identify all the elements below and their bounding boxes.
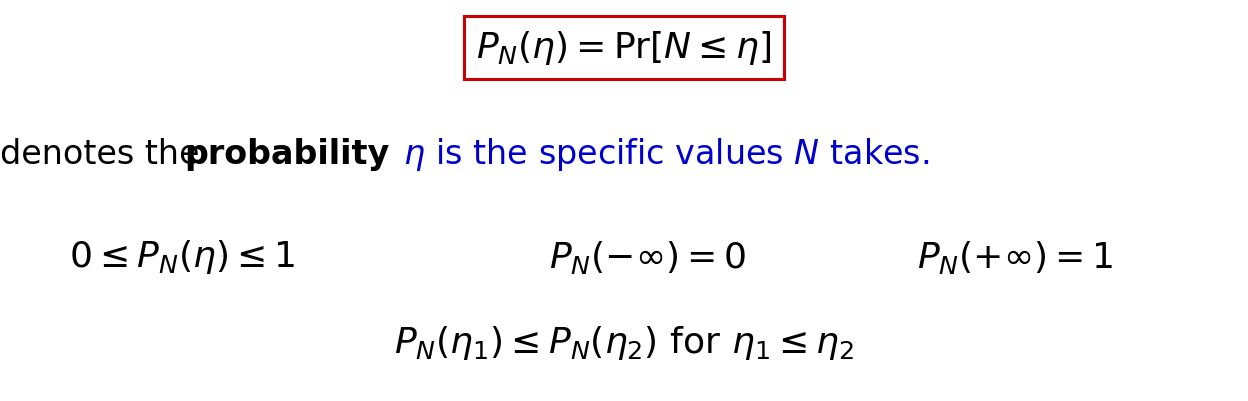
Text: $P_N(-\infty) = 0$: $P_N(-\infty) = 0$ (549, 238, 746, 275)
Text: probability: probability (185, 138, 389, 171)
Text: $P_N(+\infty) = 1$: $P_N(+\infty) = 1$ (917, 238, 1113, 275)
Text: $P_N(\eta) = \mathrm{Pr}[N \leq \eta]$: $P_N(\eta) = \mathrm{Pr}[N \leq \eta]$ (477, 29, 771, 67)
Text: .: . (372, 138, 383, 171)
Text: $0 \leq P_N(\eta) \leq 1$: $0 \leq P_N(\eta) \leq 1$ (69, 238, 295, 275)
Text: $P_N(\eta_1) \leq P_N(\eta_2)\ \mathrm{for}\ \eta_1 \leq \eta_2$: $P_N(\eta_1) \leq P_N(\eta_2)\ \mathrm{f… (394, 323, 854, 361)
Text: $\eta$ is the specific values $N$ takes.: $\eta$ is the specific values $N$ takes. (393, 136, 930, 173)
Text: denotes the: denotes the (0, 138, 210, 171)
